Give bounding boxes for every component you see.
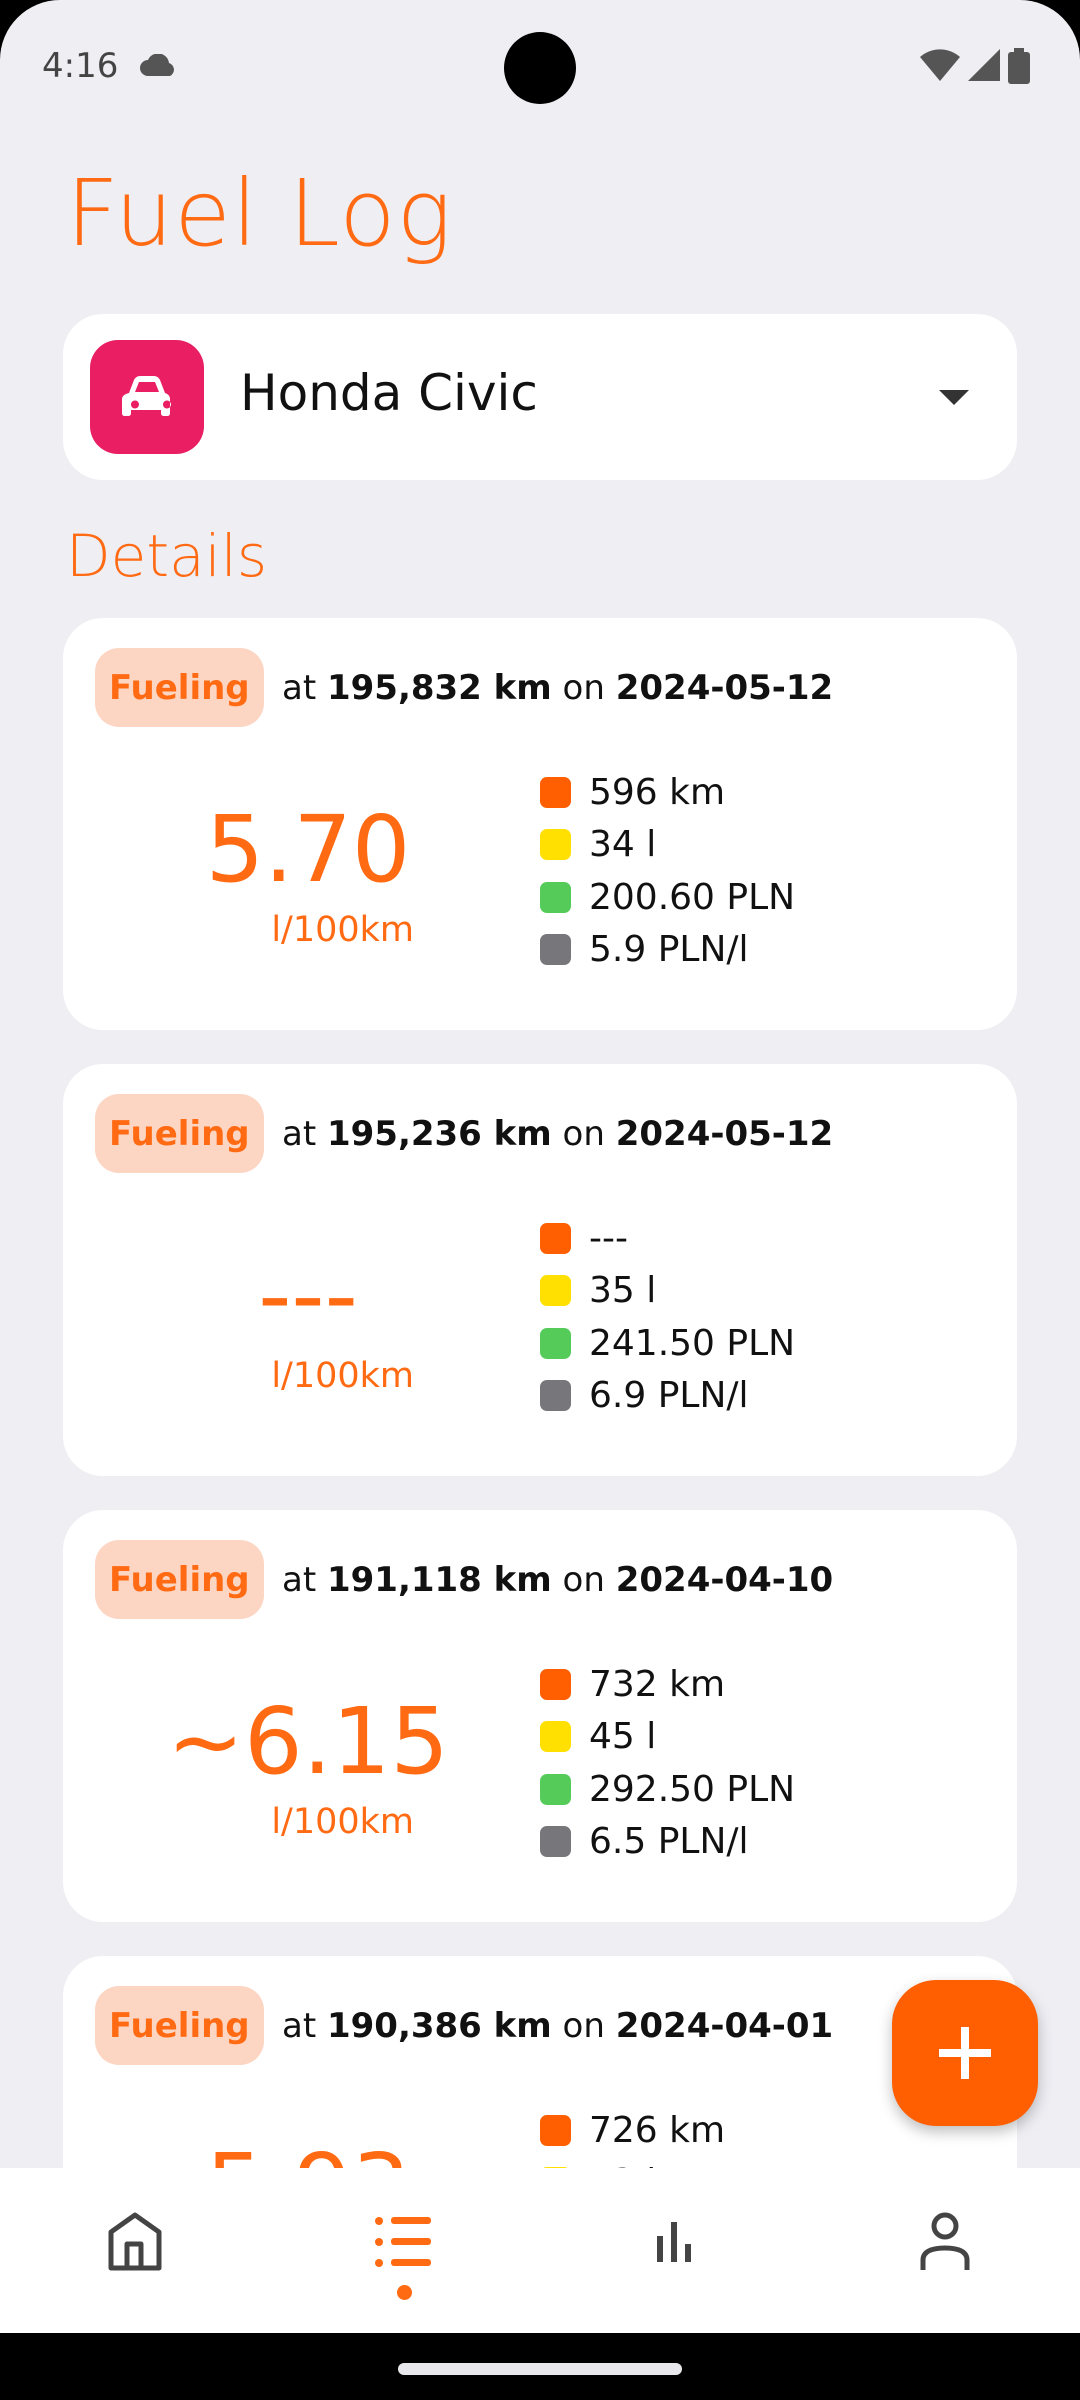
entry-stats: --- 35 l 241.50 PLN 6.9 PLN/l [540,1212,795,1422]
cost-icon [540,1327,571,1359]
nav-list[interactable] [365,2202,445,2282]
entry-stats: 732 km 45 l 292.50 PLN 6.5 PLN/l [540,1658,795,1868]
add-entry-button[interactable] [892,1980,1038,2126]
entry-header: at 195,236 km on 2024-05-12 [282,1114,834,1154]
legend-cost: 292.50 PLN [540,1763,795,1816]
cost-icon [540,1773,571,1805]
distance-icon [540,1222,571,1254]
entry-card[interactable]: Fueling at 195,236 km on 2024-05-12 --- … [63,1064,1017,1476]
legend-distance: 732 km [540,1658,795,1711]
active-indicator [397,2285,412,2300]
camera-cutout [504,32,576,104]
price-icon [540,1380,571,1412]
entry-date: 2024-04-10 [615,1560,834,1600]
entry-date: 2024-05-12 [615,1114,834,1154]
status-time: 4:16 [42,46,119,86]
car-icon [90,340,204,454]
bar-chart-icon [657,2222,691,2262]
signal-icon [968,49,1000,81]
odometer: 191,118 km [326,1560,552,1600]
gesture-handle[interactable] [398,2363,682,2375]
section-title: Details [66,522,268,590]
status-bar: 4:16 [0,0,1080,130]
list-icon [375,2217,431,2267]
nav-statistics[interactable] [635,2202,715,2282]
entry-header: at 191,118 km on 2024-04-10 [282,1560,834,1600]
entry-stats: 596 km 34 l 200.60 PLN 5.9 PLN/l [540,766,795,976]
odometer: 195,236 km [326,1114,552,1154]
bottom-nav [0,2168,1080,2333]
entry-date: 2024-04-01 [615,2006,834,2046]
consumption-value: --- [258,1242,358,1349]
distance-icon [540,1668,571,1700]
nav-home[interactable] [95,2202,175,2282]
odometer: 190,386 km [326,2006,552,2046]
entry-date: 2024-05-12 [615,668,834,708]
entry-header: at 190,386 km on 2024-04-01 [282,2006,834,2046]
vehicle-name: Honda Civic [240,364,538,422]
nav-profile[interactable] [905,2202,985,2282]
entry-card[interactable]: Fueling at 191,118 km on 2024-04-10 ~6.1… [63,1510,1017,1922]
entry-type-badge: Fueling [95,1986,264,2065]
entry-card[interactable]: Fueling at 195,832 km on 2024-05-12 5.70… [63,618,1017,1030]
home-icon [108,2212,162,2271]
consumption-value: 5.70 [205,796,411,903]
legend-distance: 726 km [540,2104,725,2157]
consumption-unit: l/100km [271,910,414,950]
page-title: Fuel Log [66,160,453,267]
legend-cost: 241.50 PLN [540,1317,795,1370]
entry-type-badge: Fueling [95,1540,264,1619]
legend-volume: 35 l [540,1265,795,1318]
person-icon [920,2212,970,2270]
vehicle-selector[interactable]: Honda Civic [63,314,1017,480]
entry-type-badge: Fueling [95,1094,264,1173]
consumption-unit: l/100km [271,1356,414,1396]
distance-icon [540,776,571,808]
legend-volume: 45 l [540,1711,795,1764]
odometer: 195,832 km [326,668,552,708]
cost-icon [540,881,571,913]
volume-icon [540,1275,571,1307]
legend-price: 6.5 PLN/l [540,1816,795,1869]
plus-icon [939,2027,991,2079]
battery-icon [1008,48,1030,84]
legend-price: 5.9 PLN/l [540,924,795,977]
legend-cost: 200.60 PLN [540,871,795,924]
consumption-value: ~6.15 [167,1688,449,1795]
legend-distance: --- [540,1212,795,1265]
entry-header: at 195,832 km on 2024-05-12 [282,668,834,708]
distance-icon [540,2114,571,2146]
volume-icon [540,1721,571,1753]
chevron-down-icon[interactable] [939,390,969,405]
entry-type-badge: Fueling [95,648,264,727]
consumption-unit: l/100km [271,1802,414,1842]
price-icon [540,1826,571,1858]
wifi-icon [920,49,960,81]
price-icon [540,934,571,966]
cloud-icon [140,54,174,76]
legend-volume: 34 l [540,819,795,872]
volume-icon [540,829,571,861]
screen: 4:16 Fuel Log Honda Civic Details Fuelin… [0,0,1080,2333]
legend-distance: 596 km [540,766,795,819]
legend-price: 6.9 PLN/l [540,1370,795,1423]
